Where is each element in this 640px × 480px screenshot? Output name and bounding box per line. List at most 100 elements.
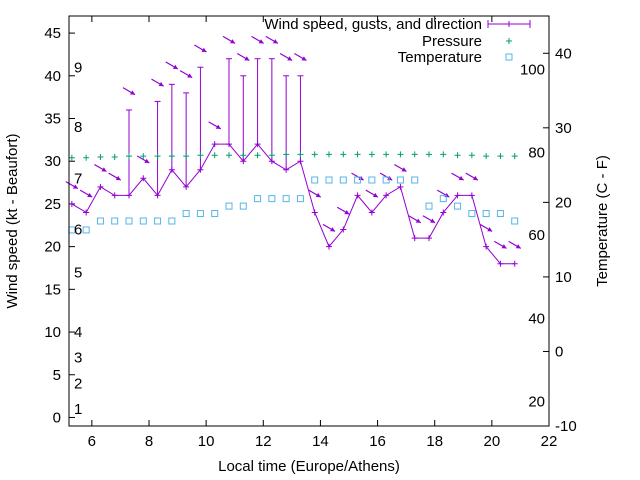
pressure-point xyxy=(354,151,361,158)
wind-speed-point xyxy=(440,209,447,216)
pressure-point xyxy=(97,153,104,160)
pressure-point xyxy=(168,153,175,160)
x-tick-label: 20 xyxy=(484,433,501,450)
wind-speed-point xyxy=(340,226,347,233)
wind-direction-arrowhead xyxy=(472,175,478,181)
wind-speed-point xyxy=(154,192,161,199)
wind-speed-point xyxy=(283,166,290,173)
wind-direction-arrowhead xyxy=(172,64,178,70)
y-tick-label: 0 xyxy=(53,409,61,426)
temperature-point xyxy=(82,226,90,234)
temperature-point xyxy=(339,176,347,184)
pressure-point xyxy=(411,151,418,158)
wind-speed-point xyxy=(111,192,118,199)
wind-direction-arrowhead xyxy=(72,184,78,189)
beaufort-label: 7 xyxy=(74,170,82,187)
wind-speed-point xyxy=(97,183,104,190)
wind-speed-point xyxy=(397,183,404,190)
wind-direction-arrowhead xyxy=(287,56,293,61)
x-axis-label: Local time (Europe/Athens) xyxy=(218,458,400,475)
pressure-point xyxy=(383,151,390,158)
wind-direction-arrowhead xyxy=(215,124,221,129)
wind-speed-point xyxy=(140,175,147,182)
wind-direction-arrowhead xyxy=(330,227,336,232)
wind-direction-arrowhead xyxy=(87,192,93,198)
y-tick-label: 35 xyxy=(44,111,61,128)
pressure-point xyxy=(340,151,347,158)
legend-label: Pressure xyxy=(422,33,482,50)
wind-direction-arrowhead xyxy=(415,218,421,223)
wind-direction-arrowhead xyxy=(515,244,521,249)
beaufort-label: 9 xyxy=(74,59,82,76)
wind-speed-point xyxy=(268,158,275,165)
legend-swatch xyxy=(506,38,512,44)
pressure-point xyxy=(468,152,475,159)
wind-direction-arrowhead xyxy=(101,167,107,172)
temperature-point xyxy=(139,217,147,225)
legend-label: Temperature xyxy=(398,49,482,66)
wind-speed-point xyxy=(354,192,361,199)
pressure-point xyxy=(283,151,290,158)
temperature-point xyxy=(396,176,404,184)
x-tick-label: 16 xyxy=(369,433,386,450)
wind-speed-point xyxy=(383,192,390,199)
x-tick-label: 18 xyxy=(426,433,443,450)
x-tick-label: 12 xyxy=(255,433,272,450)
y-tick-label: 20 xyxy=(44,239,61,256)
wind-speed-point xyxy=(254,141,261,148)
beaufort-label: 6 xyxy=(74,222,82,239)
wind-direction-arrowhead xyxy=(358,175,364,181)
wind-speed-point xyxy=(368,209,375,216)
beaufort-label: 5 xyxy=(74,264,82,281)
pressure-point xyxy=(426,151,432,158)
pressure-point xyxy=(140,153,147,160)
temperature-point xyxy=(225,202,233,210)
wind-speed-point xyxy=(211,141,218,148)
legend-label: Wind speed, gusts, and direction xyxy=(264,16,482,33)
temperature-point xyxy=(468,210,476,218)
wind-speed-point xyxy=(126,192,132,199)
wind-speed-point xyxy=(240,158,247,165)
x-tick-label: 14 xyxy=(312,433,329,450)
wind-direction-arrowhead xyxy=(401,167,407,172)
y2-tick-label: 0 xyxy=(555,343,563,360)
pressure-point xyxy=(83,154,90,161)
wind-direction-arrowhead xyxy=(344,209,350,215)
wind-direction-arrowhead xyxy=(430,218,436,223)
temperature-point xyxy=(496,210,504,218)
pressure-point xyxy=(454,152,461,159)
wind-direction-arrowhead xyxy=(115,175,121,181)
fahrenheit-label: 20 xyxy=(528,393,545,410)
y-axis-label: Wind speed (kt - Beaufort) xyxy=(4,133,21,308)
wind-direction-arrowhead xyxy=(130,90,136,95)
pressure-point xyxy=(126,153,132,160)
wind-speed-point xyxy=(168,166,175,173)
beaufort-label: 4 xyxy=(74,324,82,341)
wind-direction-arrowhead xyxy=(258,39,264,44)
temperature-point xyxy=(296,195,304,203)
temperature-point xyxy=(182,210,190,218)
wind-direction-arrowhead xyxy=(230,39,236,44)
temperature-point xyxy=(125,217,133,225)
wind-speed-point xyxy=(483,243,490,250)
series-layer xyxy=(65,35,522,267)
temperature-point xyxy=(368,176,376,184)
fahrenheit-label: 40 xyxy=(528,311,545,328)
beaufort-label: 8 xyxy=(74,119,82,136)
wind-speed-point xyxy=(297,158,304,165)
temperature-point xyxy=(482,210,490,218)
wind-direction-arrowhead xyxy=(387,175,393,181)
pressure-point xyxy=(240,152,247,159)
wind-speed-point xyxy=(411,235,418,242)
plot-frame xyxy=(68,15,550,427)
wind-direction-arrowhead xyxy=(372,192,378,198)
wind-speed-point xyxy=(468,192,475,199)
y2-tick-label: 40 xyxy=(555,45,572,62)
x-tick-label: 6 xyxy=(88,433,96,450)
temperature-point xyxy=(325,176,333,184)
wind-speed-point xyxy=(511,260,518,267)
wind-speed-point xyxy=(311,209,318,216)
temperature-point xyxy=(239,202,247,210)
pressure-point xyxy=(226,152,232,159)
